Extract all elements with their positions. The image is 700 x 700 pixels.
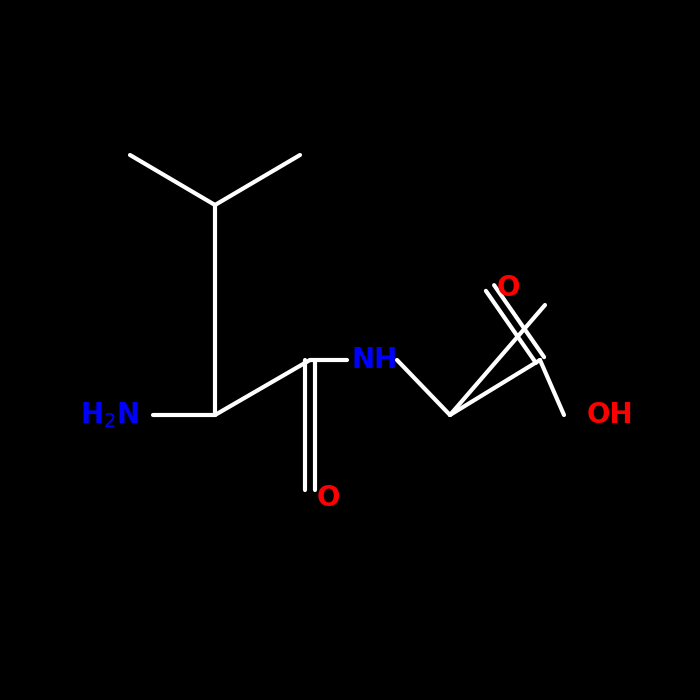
Text: OH: OH xyxy=(587,401,634,429)
Text: O: O xyxy=(496,274,519,302)
Text: O: O xyxy=(316,484,340,512)
Text: NH: NH xyxy=(352,346,398,374)
Text: H$_2$N: H$_2$N xyxy=(80,400,139,430)
